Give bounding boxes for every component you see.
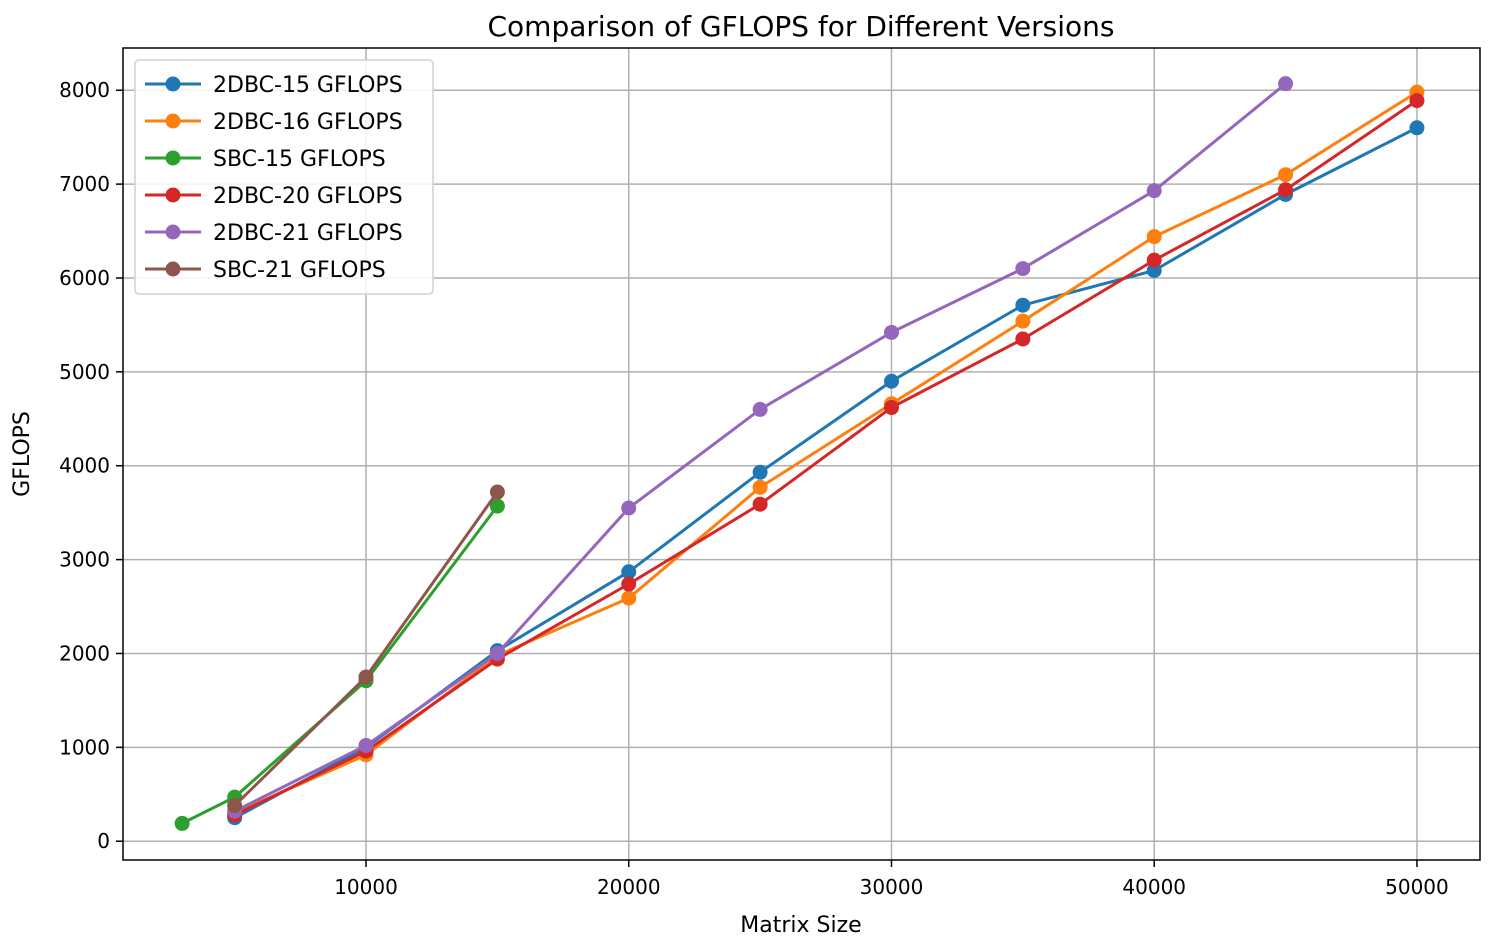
data-point <box>174 815 190 831</box>
legend-marker <box>165 150 181 166</box>
x-tick-label: 40000 <box>1122 875 1186 899</box>
data-point <box>1146 262 1162 278</box>
data-point <box>883 373 899 389</box>
y-tick-label: 0 <box>97 829 110 853</box>
data-point <box>1015 297 1031 313</box>
y-tick-label: 4000 <box>59 454 110 478</box>
data-point <box>489 645 505 661</box>
y-tick-label: 1000 <box>59 735 110 759</box>
series-line <box>234 99 1418 817</box>
data-point <box>1409 120 1425 136</box>
ticks: 10000 20000 30000 40000 50000 0 1000 2000 3000 40… <box>59 78 1449 899</box>
series-layer <box>174 76 1425 831</box>
data-point <box>489 484 505 500</box>
legend-label: 2DBC-21 GFLOPS <box>213 221 403 246</box>
data-point <box>1278 167 1294 183</box>
series-line <box>181 505 499 825</box>
data-point <box>621 564 637 580</box>
x-tick-label: 20000 <box>597 875 661 899</box>
y-tick-label: 2000 <box>59 641 110 665</box>
y-tick-label: 3000 <box>59 548 110 572</box>
data-point <box>1146 229 1162 245</box>
y-axis-label: GFLOPS <box>10 411 35 497</box>
y-tick-label: 8000 <box>59 78 110 102</box>
data-point <box>621 500 637 516</box>
legend: 2DBC-15 GFLOPS 2DBC-16 GFLOPS SBC-15 GFLOP… <box>134 59 434 295</box>
data-point <box>489 498 505 514</box>
x-axis-label: Matrix Size <box>740 913 861 938</box>
data-point <box>358 737 374 753</box>
data-point <box>621 590 637 606</box>
data-point <box>1015 331 1031 347</box>
series-2 <box>174 498 505 831</box>
legend-item: 2DBC-16 GFLOPS <box>145 110 403 135</box>
x-tick-label: 30000 <box>860 875 924 899</box>
data-point <box>1015 261 1031 277</box>
legend-item: 2DBC-15 GFLOPS <box>145 73 403 98</box>
legend-label: SBC-21 GFLOPS <box>213 258 386 283</box>
data-point <box>752 401 768 417</box>
data-point <box>883 324 899 340</box>
y-tick-label: 7000 <box>59 172 110 196</box>
data-point <box>1146 183 1162 199</box>
plot-frame <box>122 47 1481 861</box>
legend-label: 2DBC-15 GFLOPS <box>213 73 403 98</box>
data-point <box>1146 252 1162 268</box>
legend-item: 2DBC-20 GFLOPS <box>145 184 403 209</box>
chart-title: Comparison of GFLOPS for Different Versi… <box>488 10 1115 43</box>
legend-label: 2DBC-20 GFLOPS <box>213 184 403 209</box>
legend-box <box>134 59 434 295</box>
data-point <box>1015 313 1031 329</box>
data-point <box>1278 182 1294 198</box>
x-tick-label: 10000 <box>334 875 398 899</box>
series-5 <box>227 484 505 814</box>
series-4 <box>227 76 1294 819</box>
legend-marker <box>165 113 181 129</box>
legend-item: SBC-15 GFLOPS <box>145 147 386 172</box>
x-tick-label: 50000 <box>1385 875 1449 899</box>
legend-label: 2DBC-16 GFLOPS <box>213 110 403 135</box>
y-tick-label: 5000 <box>59 360 110 384</box>
data-point <box>883 400 899 416</box>
y-tick-label: 6000 <box>59 266 110 290</box>
data-point <box>752 479 768 495</box>
data-point <box>358 669 374 685</box>
data-point <box>621 576 637 592</box>
data-point <box>227 798 243 814</box>
legend-marker <box>165 76 181 92</box>
legend-marker <box>165 224 181 240</box>
legend-marker <box>165 187 181 203</box>
legend-marker <box>165 261 181 277</box>
legend-item: SBC-21 GFLOPS <box>145 258 386 283</box>
data-point <box>1409 93 1425 109</box>
legend-item: 2DBC-21 GFLOPS <box>145 221 403 246</box>
data-point <box>752 496 768 512</box>
data-point <box>1278 76 1294 92</box>
legend-label: SBC-15 GFLOPS <box>213 147 386 172</box>
data-point <box>752 464 768 480</box>
